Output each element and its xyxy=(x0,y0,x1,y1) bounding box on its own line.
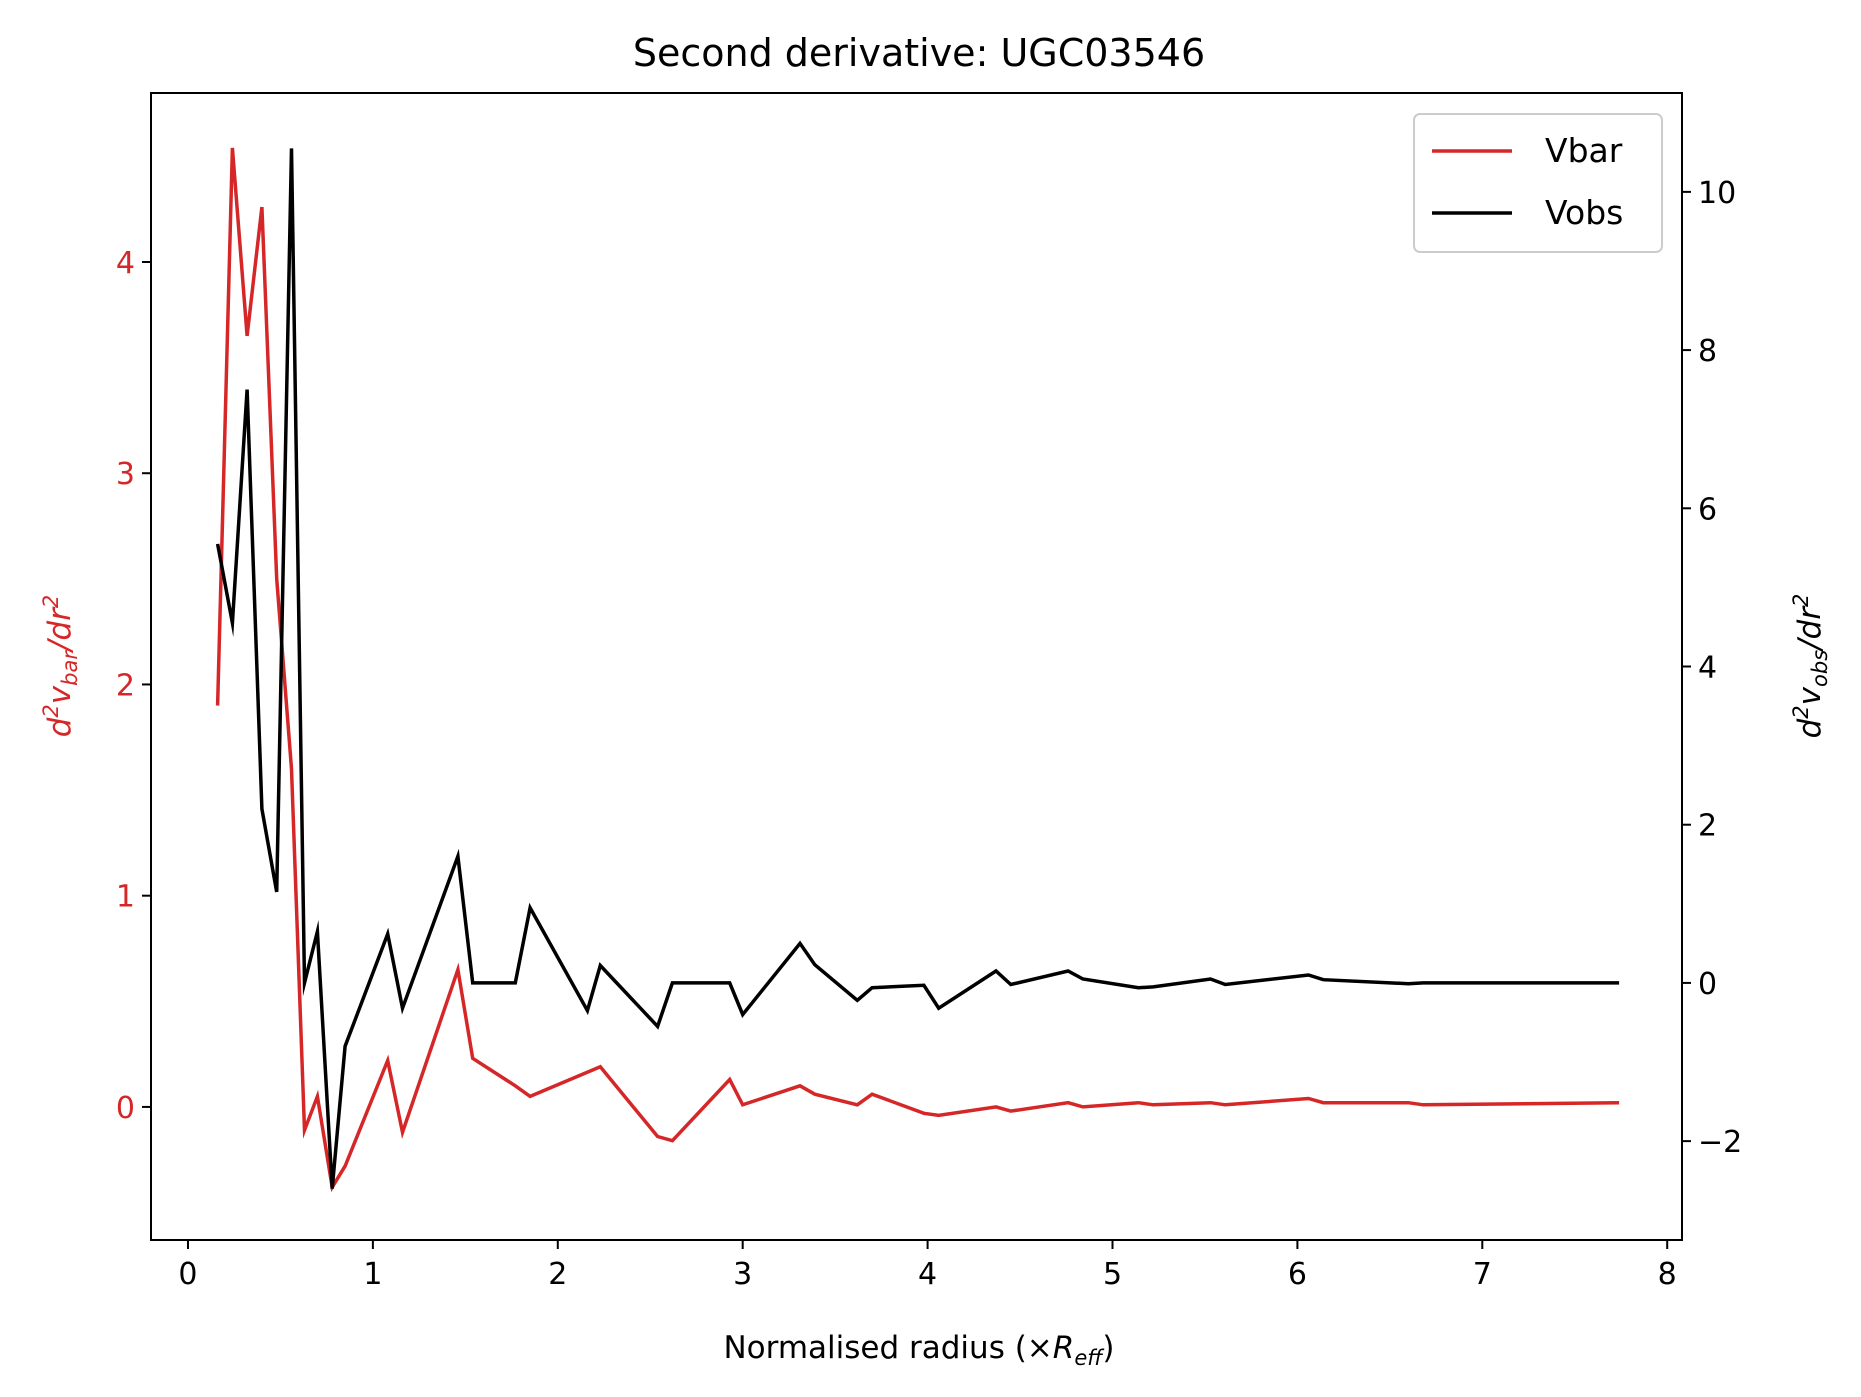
x-axis-ticks: 0 1 2 3 4 5 6 7 8 xyxy=(178,1240,1677,1292)
legend: Vbar Vobs xyxy=(1413,113,1663,253)
left-y-axis-label: d2vbar/dr2 xyxy=(39,595,82,738)
x-tick-label: 6 xyxy=(1288,1257,1307,1292)
right-y-tick-label: 4 xyxy=(1698,651,1717,686)
series-layer xyxy=(215,147,1620,1193)
chart-title: Second derivative: UGC03546 xyxy=(633,31,1205,75)
x-tick-label: 4 xyxy=(918,1257,937,1292)
left-y-tick-label: 1 xyxy=(116,880,135,915)
left-y-tick-label: 2 xyxy=(116,668,135,703)
right-y-tick-label: 0 xyxy=(1698,967,1717,1002)
legend-label-vbar: Vbar xyxy=(1545,131,1623,170)
x-tick-label: 8 xyxy=(1658,1257,1677,1292)
x-axis-label: Normalised radius (×Reff) xyxy=(723,1330,1114,1370)
x-tick-label: 7 xyxy=(1473,1257,1492,1292)
right-y-axis-ticks: −2 0 2 4 6 8 10 xyxy=(1682,176,1742,1160)
x-tick-label: 0 xyxy=(178,1257,197,1292)
x-tick-label: 3 xyxy=(733,1257,752,1292)
right-y-tick-label: 10 xyxy=(1698,176,1736,211)
x-tick-label: 5 xyxy=(1103,1257,1122,1292)
left-y-tick-label: 4 xyxy=(116,246,135,281)
right-y-tick-label: 6 xyxy=(1698,492,1717,527)
right-y-tick-label: 2 xyxy=(1698,809,1717,844)
left-y-axis-ticks: 0 1 2 3 4 xyxy=(116,246,151,1126)
x-tick-label: 1 xyxy=(363,1257,382,1292)
legend-label-vobs: Vobs xyxy=(1545,193,1623,232)
series-line-vobs xyxy=(215,148,1620,1189)
right-y-tick-label: −2 xyxy=(1698,1125,1742,1160)
series-line-vbar xyxy=(215,147,1620,1193)
x-tick-label: 2 xyxy=(548,1257,567,1292)
right-y-tick-label: 8 xyxy=(1698,334,1717,369)
left-y-tick-label: 0 xyxy=(116,1091,135,1126)
right-y-axis-label: d2vobs/dr2 xyxy=(1789,594,1832,739)
legend-box xyxy=(1413,113,1663,253)
left-y-tick-label: 3 xyxy=(116,457,135,492)
